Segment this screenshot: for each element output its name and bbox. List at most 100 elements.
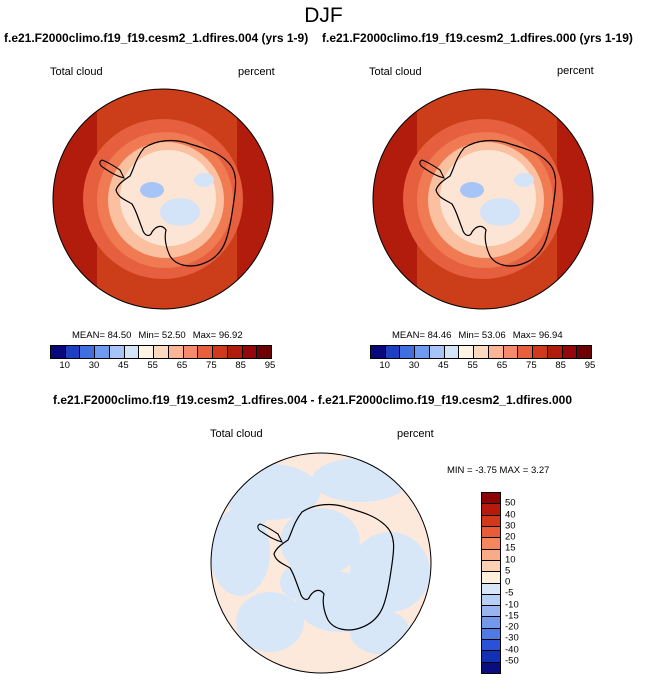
diff-colorbar-swatch-2 — [482, 515, 500, 527]
panel-2-colorbar-tick-label: 85 — [555, 360, 566, 371]
diff-colorbar-swatch-1 — [482, 504, 500, 516]
panel-2-colorbar-ticks: 10 30 45 55 65 75 85 95 — [370, 360, 595, 372]
panel-2-colorbar-swatch-12 — [547, 346, 563, 358]
diff-colorbar-swatch-0 — [482, 493, 500, 505]
panel-2-colorbar-tick-label: 65 — [496, 360, 508, 371]
panel-1-colorbar-tick-label: 65 — [176, 360, 188, 371]
diff-panel-variable-label: Total cloud — [210, 428, 263, 440]
panel-2-colorbar-tick-label: 75 — [526, 360, 537, 371]
panel-1-colorbar-swatch-10 — [198, 346, 214, 358]
diff-colorbar-tick-label: 50 — [505, 497, 516, 509]
panel-1-min: Min= 52.50 — [138, 330, 186, 341]
panel-2-title: f.e21.F2000climo.f19_f19.cesm2_1.dfires.… — [322, 31, 633, 45]
panel-1-colorbar-swatch-13 — [242, 346, 258, 358]
panel-1-colorbar-swatch-3 — [95, 346, 110, 358]
panel-1-colorbar-swatch-7 — [154, 346, 169, 358]
diff-colorbar-tick-label: -20 — [505, 621, 519, 633]
panel-1-colorbar-swatch-8 — [168, 346, 184, 358]
panel-1-max: Max= 96.92 — [192, 330, 243, 341]
diff-colorbar-swatch-4 — [482, 538, 500, 550]
panel-1-colorbar — [50, 345, 272, 359]
diff-panel-map-negative-region-9 — [230, 496, 270, 528]
panel-1-colorbar-swatch-6 — [139, 346, 155, 358]
diff-colorbar-tick-label: 0 — [505, 576, 511, 588]
diff-colorbar-swatch-11 — [482, 617, 500, 629]
panel-1-colorbar-swatch-14 — [257, 346, 272, 358]
panel-2-stats: MEAN= 84.46 Min= 53.06 Max= 96.94 — [392, 330, 570, 341]
diff-colorbar-swatch-7 — [482, 572, 500, 584]
diff-colorbar-tick-label: -30 — [505, 632, 519, 644]
panel-2-min: Min= 53.06 — [458, 330, 506, 341]
diff-panel-colorbar — [481, 492, 501, 674]
panel-2-colorbar-swatch-7 — [474, 346, 489, 358]
panel-2-map-border — [372, 88, 594, 310]
diff-colorbar-swatch-10 — [482, 606, 500, 618]
panel-1-colorbar-tick-label: 30 — [88, 360, 100, 371]
diff-panel-units-label: percent — [397, 428, 434, 440]
panel-1-variable-label: Total cloud — [50, 66, 103, 78]
diff-panel-map-peninsula — [257, 523, 284, 543]
panel-2-map-low-cloud-west — [460, 182, 484, 198]
main-title: DJF — [304, 4, 343, 27]
panel-2-map-peninsula — [419, 159, 446, 179]
diff-colorbar-tick-label: 40 — [505, 509, 516, 520]
panel-2-colorbar-swatch-6 — [459, 346, 475, 358]
diff-panel-map-coastline — [273, 503, 395, 631]
panel-2-colorbar-swatch-10 — [518, 346, 534, 358]
panel-2-colorbar-swatch-2 — [400, 346, 416, 358]
panel-1-colorbar-swatch-12 — [227, 346, 243, 358]
panel-2-colorbar-swatch-8 — [488, 346, 504, 358]
diff-panel-colorbar-ticks: 50 40 30 20 15 10 5 0 -5 -10 -15 -20 -30 -40 -50 — [505, 492, 535, 672]
diff-panel-map-negative-region-8 — [280, 564, 320, 600]
diff-panel-map-negative-region-2 — [211, 508, 270, 596]
panel-2-units-label: percent — [557, 65, 594, 77]
diff-colorbar-tick-label: -5 — [505, 587, 514, 599]
panel-1-map-border — [52, 88, 274, 310]
diff-colorbar-swatch-8 — [482, 583, 500, 595]
diff-colorbar-swatch-3 — [482, 526, 500, 539]
diff-panel-minmax: MIN = -3.75 MAX = 3.27 — [447, 465, 550, 476]
panel-1-title: f.e21.F2000climo.f19_f19.cesm2_1.dfires.… — [4, 31, 309, 45]
panel-2-colorbar-swatch-13 — [562, 346, 578, 358]
panel-2-colorbar-swatch-11 — [533, 346, 548, 358]
diff-colorbar-swatch-12 — [482, 628, 500, 641]
panel-1-colorbar-tick-label: 85 — [235, 360, 246, 371]
panel-2-colorbar-swatch-3 — [415, 346, 430, 358]
diff-colorbar-tick-label: 30 — [505, 520, 516, 532]
panel-1-colorbar-ticks: 10 30 45 55 65 75 85 95 — [50, 360, 275, 372]
diff-colorbar-tick-label: -40 — [505, 644, 519, 655]
panel-2-colorbar-tick-label: 10 — [379, 360, 390, 371]
panel-2-map-low-cloud-center — [480, 198, 520, 226]
panel-1-map-low-cloud-west — [140, 182, 164, 198]
panel-1-polar-map — [52, 88, 274, 310]
panel-2-colorbar-swatch-1 — [385, 346, 401, 358]
panel-1-colorbar-tick-label: 45 — [118, 360, 129, 371]
panel-1-colorbar-swatch-9 — [183, 346, 199, 358]
panel-1-map-low-cloud-center — [160, 198, 200, 226]
panel-2-colorbar-tick-label: 30 — [408, 360, 420, 371]
diff-panel-map-negative-region-6 — [236, 592, 304, 652]
diff-colorbar-swatch-14 — [482, 651, 500, 663]
diff-colorbar-swatch-5 — [482, 549, 500, 561]
diff-colorbar-swatch-13 — [482, 640, 500, 652]
panel-2-colorbar-swatch-5 — [444, 346, 460, 358]
panel-2-mean: MEAN= 84.46 — [392, 330, 452, 341]
diff-colorbar-tick-label: -15 — [505, 610, 519, 622]
panel-2-colorbar-swatch-14 — [577, 346, 592, 358]
panel-2-colorbar-swatch-9 — [503, 346, 519, 358]
panel-2-map-low-cloud-east — [514, 173, 534, 187]
diff-panel-map-negative-region-4 — [280, 508, 360, 576]
panel-1-map-coastline — [115, 139, 237, 267]
panel-2-variable-label: Total cloud — [369, 66, 422, 78]
diff-panel-title: f.e21.F2000climo.f19_f19.cesm2_1.dfires.… — [53, 393, 572, 407]
panel-1-colorbar-tick-label: 10 — [59, 360, 70, 371]
panel-2-colorbar-tick-label: 55 — [467, 360, 478, 371]
diff-panel-polar-map — [210, 452, 432, 674]
panel-1-colorbar-swatch-4 — [109, 346, 125, 358]
panel-2-max: Max= 96.94 — [512, 330, 563, 341]
panel-2-map-coastline — [435, 139, 557, 267]
panel-1-colorbar-swatch-1 — [65, 346, 81, 358]
diff-colorbar-tick-label: 10 — [505, 554, 516, 565]
diff-colorbar-tick-label: -50 — [505, 655, 519, 667]
panel-1-colorbar-swatch-11 — [213, 346, 228, 358]
